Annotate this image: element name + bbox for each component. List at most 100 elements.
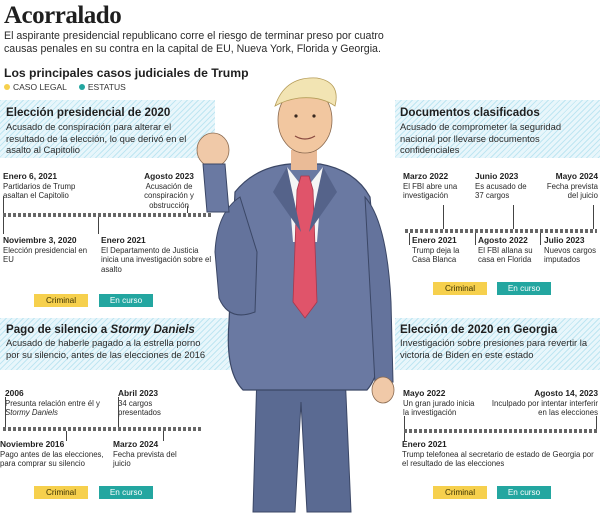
event-text: Fecha prevista del juicio — [546, 182, 598, 201]
timeline-tick — [163, 431, 164, 441]
right-eye — [312, 114, 316, 118]
event-date: Enero 2021 — [412, 235, 457, 245]
hatch-band-bottom-right — [395, 318, 600, 370]
event-text-name: Stormy Daniels — [5, 408, 58, 418]
timeline-event: Enero 6, 2021 Partidarios de Trump asalt… — [3, 171, 93, 201]
event-text: Es acusado de 37 cargos — [475, 182, 527, 201]
event-date: Marzo 2024 — [113, 439, 159, 449]
event-text: Trump telefonea al secretario de estado … — [402, 450, 594, 469]
trousers — [252, 371, 352, 513]
event-date: Enero 6, 2021 — [3, 171, 58, 181]
timeline-event: Marzo 2024 Fecha prevista del juicio — [113, 439, 183, 469]
timeline-tick — [475, 233, 476, 245]
forearm — [202, 163, 230, 213]
timeline-tick — [443, 205, 444, 229]
event-date: Noviembre 3, 2020 — [3, 235, 77, 245]
event-text: Fecha prevista del juicio — [113, 450, 177, 469]
timeline-bar — [3, 427, 203, 431]
event-text-prefix: Presunta relación entre él y — [5, 399, 100, 409]
right-lapel — [309, 167, 337, 232]
case-title-documents: Documentos clasificados — [400, 106, 540, 119]
case-desc-stormy: Acusado de haberle pagado a la estrella … — [6, 337, 206, 360]
timeline-event: Agosto 2022 El FBI allana su casa en Flo… — [478, 235, 538, 265]
timeline-tick — [118, 397, 119, 427]
timeline-tick — [404, 416, 405, 429]
status-dot-icon — [78, 84, 85, 90]
trump-illustration — [196, 77, 395, 513]
event-text: Trump deja la Casa Blanca — [412, 246, 460, 265]
page-title: Acorralado — [4, 2, 122, 29]
timeline-event: Agosto 14, 2023 Inculpado por intentar i… — [484, 388, 598, 418]
right-hand — [371, 376, 395, 404]
legend-item-status: ESTATUS — [78, 82, 126, 92]
legend-item-legal: CASO LEGAL — [4, 82, 67, 92]
case-desc-election-2020: Acusado de conspiración para alterar el … — [6, 121, 187, 155]
hatch-band-top-right — [395, 100, 600, 158]
event-text: Elección presidencial en EU — [3, 246, 88, 265]
event-text: Partidarios de Trump asaltan el Capitoli… — [3, 182, 76, 201]
status-badge: En curso — [99, 486, 153, 499]
case-type-badge: Criminal — [34, 294, 88, 307]
timeline-event: Enero 2021 Trump telefonea al secretario… — [402, 439, 600, 469]
timeline-event: Noviembre 2016 Pago antes de las eleccio… — [0, 439, 112, 469]
legend: CASO LEGAL ESTATUS — [4, 82, 126, 92]
case-title-georgia: Elección de 2020 en Georgia — [400, 323, 558, 336]
case-title-name: Stormy Daniels — [110, 323, 195, 336]
event-text: Un gran jurado inicia la investigación — [403, 399, 475, 418]
timeline-tick — [66, 431, 67, 441]
timeline-tick — [98, 217, 99, 234]
event-date: Noviembre 2016 — [0, 439, 65, 449]
hair — [274, 77, 337, 107]
raised-fist — [196, 132, 230, 168]
intro-text: El aspirante presidencial republicano co… — [4, 30, 384, 55]
left-eye — [294, 114, 298, 118]
timeline-event: 2006 Presunta relación entre él y Stormy… — [5, 388, 105, 418]
timeline-tick — [596, 416, 597, 429]
section-heading: Los principales casos judiciales de Trum… — [4, 66, 249, 80]
event-date: Mayo 2024 — [555, 171, 598, 181]
tie — [292, 175, 318, 319]
case-desc-documents: Acusado de comprometer la seguridad naci… — [400, 121, 562, 155]
timeline-event: Junio 2023 Es acusado de 37 cargos — [475, 171, 527, 201]
case-type-badge: Criminal — [433, 282, 487, 295]
timeline-bar — [405, 229, 597, 233]
event-date: Junio 2023 — [475, 171, 519, 181]
event-date: Enero 2021 — [402, 439, 447, 449]
timeline-tick — [409, 233, 410, 245]
event-text: Pago antes de las elecciones, para compr… — [0, 450, 104, 469]
timeline-bar — [3, 213, 211, 217]
event-date: Julio 2023 — [544, 235, 585, 245]
case-desc-georgia: Investigación sobre presiones para rever… — [400, 337, 588, 360]
status-badge: En curso — [497, 282, 551, 295]
timeline-tick — [540, 233, 541, 245]
timeline-event: Julio 2023 Nuevos cargos imputados — [544, 235, 598, 265]
event-text: El Departamento de Justicia inicia una i… — [101, 246, 212, 274]
case-title-prefix: Pago de silencio a — [6, 323, 111, 336]
case-title-election-2020: Elección presidencial de 2020 — [6, 106, 171, 119]
timeline-tick — [404, 433, 405, 441]
timeline-tick — [3, 196, 4, 213]
neck — [291, 150, 317, 170]
legal-dot-icon — [4, 84, 10, 90]
case-title-stormy: Pago de silencio a Stormy Daniels — [6, 323, 195, 336]
legend-label: CASO LEGAL — [13, 82, 67, 92]
event-text: Nuevos cargos imputados — [544, 246, 597, 265]
timeline-tick — [513, 205, 514, 229]
timeline-tick — [593, 205, 594, 229]
timeline-tick — [5, 397, 6, 427]
event-date: 2006 — [5, 388, 24, 398]
timeline-event: Enero 2021 Trump deja la Casa Blanca — [412, 235, 472, 265]
left-lapel — [273, 167, 301, 232]
case-type-badge: Criminal — [433, 486, 487, 499]
timeline-event: Noviembre 3, 2020 Elección presidencial … — [3, 235, 93, 265]
timeline-bar — [404, 429, 598, 433]
timeline-event: Abril 2023 34 cargos presentados — [118, 388, 184, 418]
event-text: 34 cargos presentados — [118, 399, 161, 418]
event-date: Agosto 2022 — [478, 235, 528, 245]
event-date: Marzo 2022 — [403, 171, 449, 181]
case-type-badge: Criminal — [34, 486, 88, 499]
status-badge: En curso — [99, 294, 153, 307]
timeline-event: Marzo 2022 El FBI abre una investigación — [403, 171, 465, 201]
mouth — [294, 135, 316, 140]
timeline-tick — [3, 217, 4, 234]
